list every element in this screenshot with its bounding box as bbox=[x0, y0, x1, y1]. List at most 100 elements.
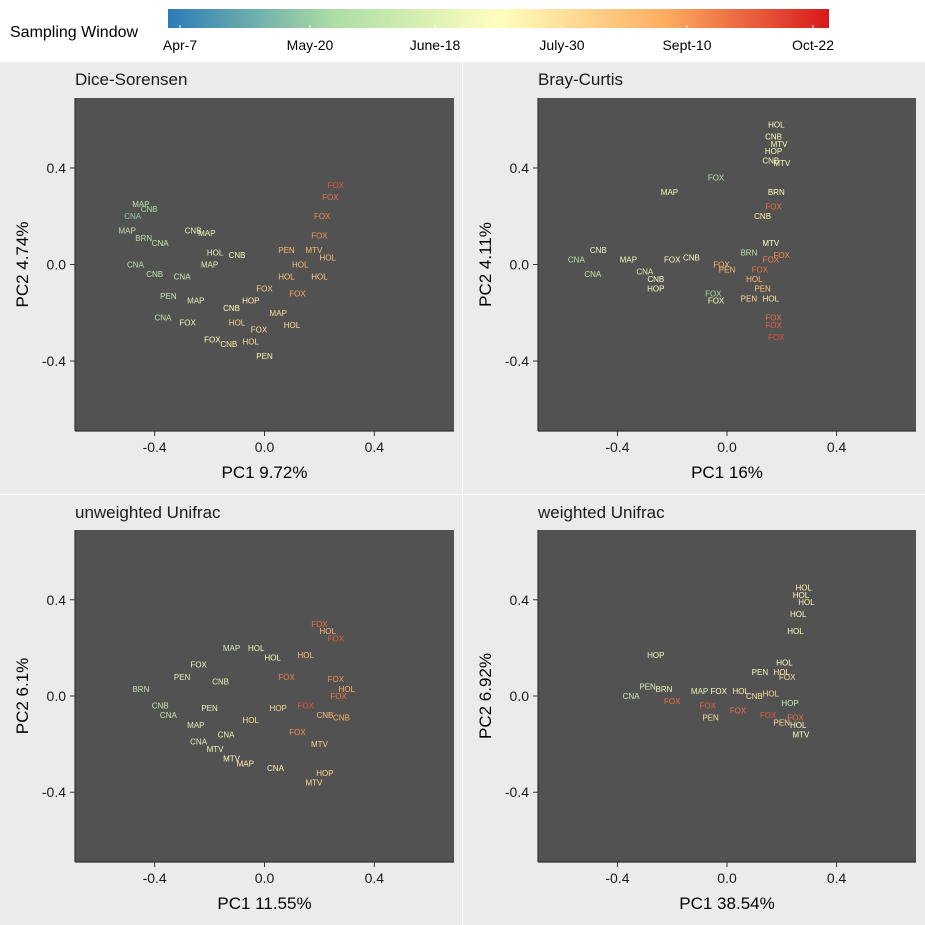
point-label: HOL bbox=[243, 716, 260, 725]
point-label: MTV bbox=[762, 239, 780, 248]
legend-ticks: Apr-7 May-20 June-18 July-30 Sept-10 Oct-22 bbox=[163, 25, 834, 53]
point-label: MTV bbox=[793, 730, 811, 739]
point-label: CNA bbox=[267, 764, 285, 773]
point-label: FOX bbox=[760, 711, 777, 720]
point-label: HOL bbox=[243, 338, 260, 347]
y-tick-label: -0.4 bbox=[505, 784, 529, 800]
point-label: PEN bbox=[754, 285, 771, 294]
point-label: CNA bbox=[152, 239, 170, 248]
y-axis-title: PC2 6.92% bbox=[476, 653, 495, 739]
point-label: FOX bbox=[289, 289, 306, 298]
point-label: PEN bbox=[741, 294, 758, 303]
point-label: CNB bbox=[333, 714, 350, 723]
point-label: PEN bbox=[639, 682, 656, 691]
plot-area bbox=[75, 530, 454, 862]
point-label: CNB bbox=[316, 711, 333, 720]
point-label: HOL bbox=[229, 318, 246, 327]
point-label: CNB bbox=[223, 304, 240, 313]
point-label: CNA bbox=[584, 270, 602, 279]
point-label: FOX bbox=[330, 692, 347, 701]
scatter-points: HOLCNBMTVHOPCNBMTVMAPFOXBRNFOXCNBMTVBRNC… bbox=[568, 121, 791, 342]
x-tick-label: 0.0 bbox=[255, 870, 275, 886]
point-label: FOX bbox=[763, 256, 780, 265]
x-tick-label: -0.4 bbox=[605, 439, 629, 455]
x-tick-label: -0.4 bbox=[143, 870, 167, 886]
point-label: CNB bbox=[152, 702, 169, 711]
point-label: FOX bbox=[664, 697, 681, 706]
x-tick-label: -0.4 bbox=[605, 870, 629, 886]
point-label: PEN bbox=[719, 265, 736, 274]
point-label: FOX bbox=[713, 261, 730, 270]
point-label: FOX bbox=[322, 193, 339, 202]
x-tick-label: -0.4 bbox=[143, 439, 167, 455]
point-label: HOL bbox=[297, 651, 314, 660]
point-label: CNA bbox=[623, 692, 641, 701]
y-tick-label: 0.0 bbox=[510, 257, 530, 273]
chart-panel: Bray-CurtisHOLCNBMTVHOPCNBMTVMAPFOXBRNFO… bbox=[463, 62, 925, 494]
x-tick-label: 0.0 bbox=[717, 439, 737, 455]
y-tick-label: 0.4 bbox=[47, 592, 67, 608]
point-label: HOL bbox=[790, 721, 807, 730]
point-label: FOX bbox=[765, 321, 782, 330]
point-label: PEN bbox=[752, 668, 769, 677]
y-tick-label: -0.4 bbox=[42, 353, 66, 369]
y-tick-label: -0.4 bbox=[505, 353, 529, 369]
point-label: FOX bbox=[278, 673, 295, 682]
point-label: FOX bbox=[328, 634, 345, 643]
point-label: FOX bbox=[204, 335, 221, 344]
point-label: HOL bbox=[339, 685, 356, 694]
point-label: HOP bbox=[647, 651, 664, 660]
point-label: FOX bbox=[328, 675, 345, 684]
point-label: FOX bbox=[708, 174, 725, 183]
x-tick-label: 0.4 bbox=[365, 439, 385, 455]
y-axis-title: PC2 6.1% bbox=[13, 658, 32, 735]
x-axis-title: PC1 16% bbox=[691, 463, 763, 482]
y-tick-label: 0.0 bbox=[47, 688, 67, 704]
point-label: CNA bbox=[190, 738, 208, 747]
legend-tick-label: Oct-22 bbox=[792, 37, 834, 53]
panel-title: Dice-Sorensen bbox=[75, 70, 187, 89]
x-tick-label: 0.4 bbox=[827, 439, 847, 455]
point-label: PEN bbox=[174, 673, 191, 682]
point-label: FOX bbox=[289, 728, 306, 737]
point-label: FOX bbox=[314, 212, 331, 221]
point-label: MAP bbox=[187, 297, 204, 306]
point-label: HOL bbox=[319, 627, 336, 636]
point-label: MAP bbox=[119, 227, 136, 236]
point-label: HOL bbox=[787, 627, 804, 636]
point-label: CNA bbox=[568, 256, 586, 265]
point-label: BRN bbox=[656, 685, 673, 694]
point-label: BRN bbox=[132, 685, 149, 694]
y-axis-title: PC2 4.74% bbox=[13, 222, 32, 308]
point-label: HOL bbox=[774, 668, 791, 677]
chart-panel: Dice-SorensenMAPCNBCNAMAPBRNCNACNBMAPHOL… bbox=[0, 62, 462, 494]
point-label: FOX bbox=[251, 326, 268, 335]
point-label: HOP bbox=[781, 699, 798, 708]
point-label: CNB bbox=[762, 157, 779, 166]
plot-area bbox=[538, 530, 916, 862]
point-label: HOL bbox=[207, 248, 224, 257]
point-label: FOX bbox=[705, 289, 722, 298]
legend-tick-label: Apr-7 bbox=[163, 37, 197, 53]
point-label: HOL bbox=[732, 687, 749, 696]
y-tick-label: 0.4 bbox=[510, 160, 530, 176]
point-label: FOX bbox=[787, 714, 804, 723]
point-label: HOP bbox=[242, 297, 259, 306]
legend-tick-label: Sept-10 bbox=[662, 37, 711, 53]
point-label: FOX bbox=[311, 620, 328, 629]
point-label: MTV bbox=[771, 140, 789, 149]
y-tick-label: 0.4 bbox=[47, 160, 67, 176]
point-label: HOL bbox=[776, 658, 793, 667]
point-label: MAP bbox=[620, 256, 637, 265]
point-label: CNB bbox=[647, 275, 664, 284]
legend-tick-label: July-30 bbox=[539, 37, 584, 53]
point-label: CNB bbox=[220, 340, 237, 349]
panel-title: Bray-Curtis bbox=[538, 70, 623, 89]
point-label: MAP bbox=[237, 759, 254, 768]
point-label: MAP bbox=[187, 721, 204, 730]
point-label: CNB bbox=[590, 246, 607, 255]
point-label: FOX bbox=[768, 333, 785, 342]
